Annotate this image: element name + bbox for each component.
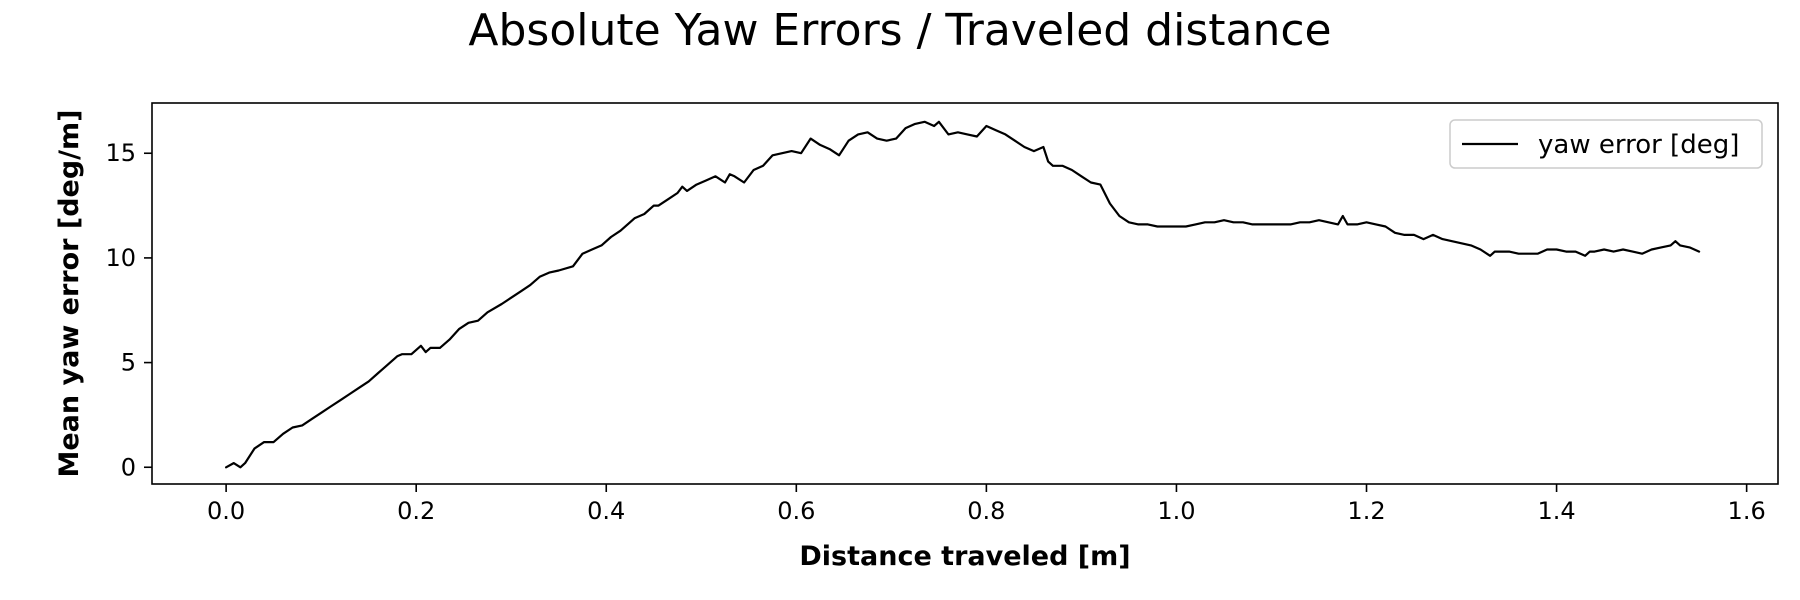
x-tick-label: 0.0 xyxy=(207,497,245,525)
legend-box xyxy=(1449,119,1763,169)
x-tick-label: 0.6 xyxy=(777,497,815,525)
x-tick-label: 1.2 xyxy=(1347,497,1385,525)
y-axis-ticks: 0 5 10 15 xyxy=(105,139,152,481)
y-tick-label: 15 xyxy=(105,139,136,167)
x-tick-label: 1.6 xyxy=(1728,497,1766,525)
x-axis-ticks: 0.0 0.2 0.4 0.6 0.8 1.0 1.2 1.4 1.6 xyxy=(207,484,1766,525)
y-axis-label: Mean yaw error [deg/m] xyxy=(54,109,85,477)
y-tick-label: 0 xyxy=(121,453,136,481)
y-tick-label: 10 xyxy=(105,244,136,272)
legend-label: yaw error [deg] xyxy=(1538,130,1739,160)
series-layer xyxy=(225,120,1701,469)
plot-frame xyxy=(151,102,1779,485)
x-tick-label: 0.4 xyxy=(587,497,625,525)
series-line xyxy=(225,120,1701,469)
x-tick-label: 0.2 xyxy=(397,497,435,525)
x-axis-label: Distance traveled [m] xyxy=(799,541,1130,572)
x-tick-label: 0.8 xyxy=(967,497,1005,525)
x-tick-label: 1.4 xyxy=(1537,497,1575,525)
y-tick-label: 5 xyxy=(121,349,136,377)
x-tick-label: 1.0 xyxy=(1157,497,1195,525)
legend: yaw error [deg] xyxy=(1449,119,1763,169)
chart-title: Absolute Yaw Errors / Traveled distance xyxy=(468,5,1331,56)
